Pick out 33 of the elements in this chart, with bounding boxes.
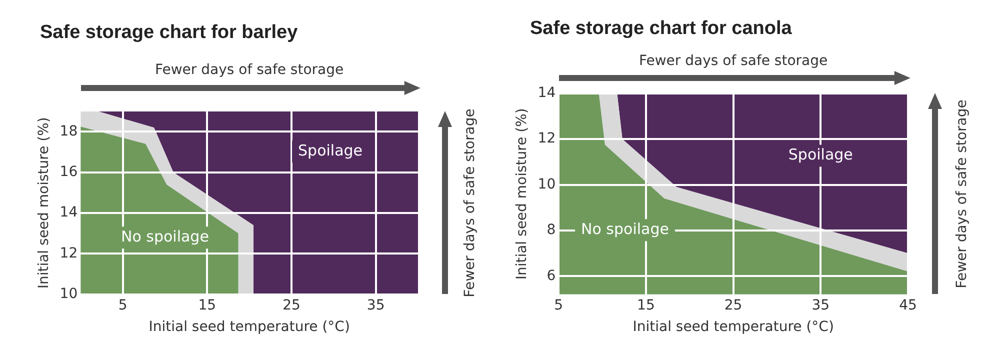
y-axis-title: Initial seed moisture (%) [36, 117, 52, 289]
y-tick-label: 18 [60, 123, 78, 140]
y-tick-label: 10 [60, 286, 78, 302]
chart-title: Safe storage chart for barley [40, 22, 298, 44]
y-tick-label: 8 [546, 222, 556, 238]
x-tick-label: 5 [118, 297, 128, 314]
y-tick-label: 12 [60, 245, 78, 262]
y-tick-label: 14 [538, 85, 556, 102]
annotation: No spoilage [581, 220, 669, 238]
chart-title: Safe storage chart for canola [530, 18, 792, 40]
x-tick-label: 45 [899, 297, 917, 314]
text: Fewer days of safe storage [638, 53, 828, 69]
text: Fewer days of safe storage [462, 108, 478, 298]
y-tick-label: 14 [60, 204, 78, 221]
x-tick-label: 15 [637, 297, 655, 314]
x-tick-label: 5 [554, 297, 564, 314]
y-tick-label: 6 [546, 268, 556, 284]
annotation: No spoilage [120, 228, 209, 246]
x-axis-title: Initial seed temperature (°C) [632, 319, 834, 336]
annotation: Spoilage [788, 146, 853, 164]
annotation: Spoilage [298, 142, 363, 160]
x-tick-label: 35 [812, 297, 830, 314]
y-axis-title: Initial seed moisture (%) [514, 108, 530, 280]
x-tick-label: 25 [724, 297, 742, 314]
text: Fewer days of safe storage [954, 100, 970, 288]
y-tick-label: 10 [538, 176, 556, 192]
x-tick-label: 25 [282, 297, 300, 314]
y-tick-label: 12 [538, 130, 556, 147]
text: Fewer days of safe storage [154, 62, 344, 78]
y-tick-label: 16 [60, 164, 78, 180]
x-axis-title: Initial seed temperature (°C) [148, 319, 350, 336]
x-tick-label: 35 [366, 297, 385, 314]
x-tick-label: 15 [198, 297, 216, 314]
